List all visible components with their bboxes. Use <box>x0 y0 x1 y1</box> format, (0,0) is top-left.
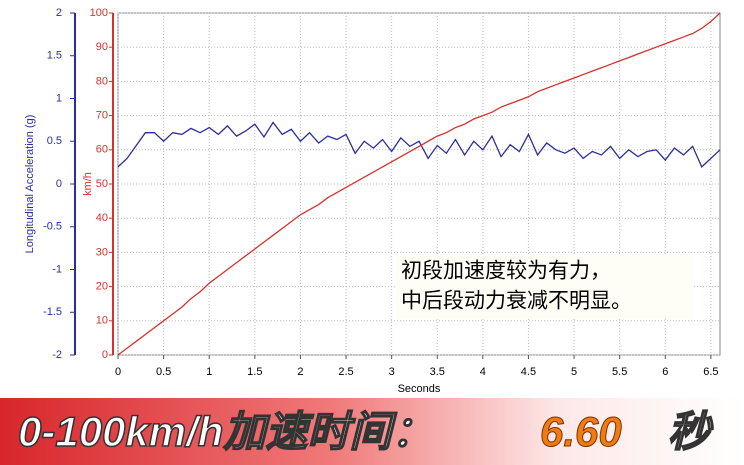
y2-tick-label: 100 <box>90 7 108 19</box>
banner: 0-100km/h加速时间： 6.60 秒 <box>0 398 744 465</box>
y2-tick-label: 60 <box>96 144 108 156</box>
y-tick-label: -1.5 <box>43 306 62 318</box>
series-line <box>117 121 721 168</box>
y-tick-label: -1 <box>52 263 62 275</box>
banner-value: 6.60 <box>540 408 623 456</box>
y-tick-label: 1 <box>56 92 62 104</box>
x-tick-label: 5 <box>571 366 577 378</box>
x-axis-label: Seconds <box>398 383 441 395</box>
y-tick-label: 2 <box>56 7 62 19</box>
y2-tick-label: 50 <box>96 178 108 190</box>
x-tick-label: 2.5 <box>338 366 353 378</box>
x-tick-label: 6.5 <box>703 366 718 378</box>
x-tick-label: 3 <box>389 366 395 378</box>
y-tick-label: 0 <box>56 178 62 190</box>
banner-unit: 秒 <box>667 407 711 456</box>
y-tick-label: 1.5 <box>47 50 62 62</box>
y2-tick-label: 20 <box>96 281 108 293</box>
x-tick-label: 0 <box>115 366 121 378</box>
y-axis-label: Longitudinal Acceleration (g) <box>24 115 36 254</box>
annotation: 初段加速度较为有力， <box>401 260 611 283</box>
y2-tick-label: 70 <box>96 110 108 122</box>
annotation: 中后段动力衰减不明显。 <box>401 290 632 313</box>
x-tick-label: 4.5 <box>521 366 536 378</box>
y2-tick-label: 90 <box>96 41 108 53</box>
x-tick-label: 5.5 <box>612 366 627 378</box>
x-tick-label: 1 <box>206 366 212 378</box>
y-tick-label: -2 <box>52 349 62 361</box>
y-tick-label: 0.5 <box>47 135 62 147</box>
chart: Longitudinal Acceleration (g) km/h Secon… <box>24 7 721 395</box>
banner-label: 0-100km/h加速时间： <box>17 407 434 456</box>
y2-tick-label: 10 <box>96 315 108 327</box>
y-tick-label: -0.5 <box>43 221 62 233</box>
x-tick-label: 0.5 <box>156 366 171 378</box>
y2-axis-label: km/h <box>82 172 94 196</box>
y2-tick-label: 30 <box>96 246 108 258</box>
y2-tick-label: 0 <box>102 349 108 361</box>
x-tick-label: 4 <box>480 366 486 378</box>
x-tick-label: 3.5 <box>430 366 445 378</box>
y2-tick-label: 80 <box>96 75 108 87</box>
annotation-box <box>395 255 693 319</box>
x-tick-label: 2 <box>297 366 303 378</box>
x-tick-label: 1.5 <box>247 366 262 378</box>
x-tick-label: 6 <box>662 366 668 378</box>
y2-tick-label: 40 <box>96 212 108 224</box>
series-line <box>117 12 721 356</box>
